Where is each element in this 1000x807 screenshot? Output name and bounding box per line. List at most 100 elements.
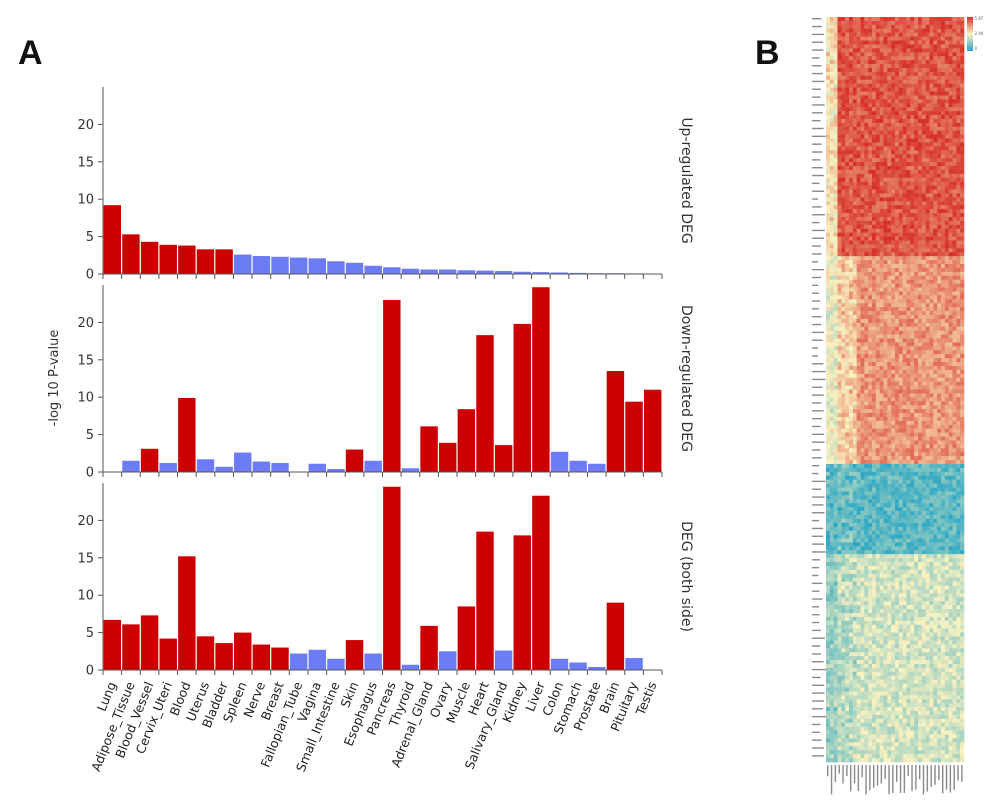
heatmap-cell	[849, 154, 854, 159]
heatmap-cell	[841, 448, 846, 453]
heatmap-cell	[914, 440, 919, 445]
heatmap-cell	[921, 107, 926, 112]
heatmap-cell	[906, 460, 911, 465]
heatmap-cell	[918, 350, 923, 355]
heatmap-cell	[944, 48, 949, 53]
heatmap-cell	[918, 20, 923, 26]
heatmap-cell	[898, 393, 903, 398]
heatmap-cell	[937, 362, 942, 367]
heatmap-cell	[956, 409, 961, 414]
heatmap-cell	[891, 275, 896, 281]
heatmap-cell	[898, 118, 903, 124]
heatmap-cell	[960, 64, 965, 69]
bar	[289, 257, 308, 274]
heatmap-cell	[948, 271, 953, 277]
heatmap-cell	[891, 216, 896, 222]
heatmap-cell	[941, 315, 946, 320]
heatmap-cell	[895, 122, 900, 128]
heatmap-cell	[902, 173, 907, 179]
heatmap-cell	[918, 166, 923, 171]
heatmap-cell	[852, 346, 857, 351]
heatmap-cell	[944, 130, 949, 135]
heatmap-cell	[906, 315, 911, 320]
heatmap-cell	[937, 385, 942, 390]
heatmap-cell	[860, 28, 865, 33]
heatmap-cell	[895, 189, 900, 194]
heatmap-cell	[906, 236, 911, 241]
heatmap-cell	[875, 24, 880, 30]
heatmap-cell	[937, 420, 942, 426]
heatmap-cell	[826, 267, 831, 273]
heatmap-cell	[829, 122, 834, 128]
heatmap-cell	[845, 252, 850, 257]
heatmap-cell	[921, 232, 926, 237]
heatmap-cell	[918, 318, 923, 324]
heatmap-cell	[944, 111, 949, 116]
heatmap-cell	[883, 526, 888, 531]
heatmap-cell	[941, 475, 946, 480]
heatmap-cell	[856, 522, 861, 528]
heatmap-cell	[841, 181, 846, 186]
heatmap-cell	[837, 413, 842, 418]
heatmap-cell	[902, 291, 907, 296]
heatmap-cell	[895, 32, 900, 37]
heatmap-cell	[891, 228, 896, 233]
heatmap-cell	[918, 307, 923, 312]
heatmap-cell	[925, 71, 930, 77]
heatmap-cell	[826, 287, 831, 292]
bar	[401, 268, 420, 274]
heatmap-cell	[875, 522, 880, 528]
heatmap-cell	[952, 318, 957, 324]
heatmap-cell	[891, 267, 896, 273]
heatmap-cell	[837, 385, 842, 390]
heatmap-cell	[921, 256, 926, 261]
heatmap-cell	[921, 334, 926, 339]
heatmap-cell	[956, 271, 961, 277]
heatmap-cell	[921, 154, 926, 159]
heatmap-cell	[929, 169, 934, 175]
heatmap-cell	[872, 358, 877, 363]
heatmap-cell	[856, 52, 861, 57]
heatmap-cell	[914, 216, 919, 222]
heatmap-cell	[944, 464, 949, 469]
heatmap-cell	[944, 334, 949, 339]
heatmap-panel: 5.872.940	[812, 16, 984, 795]
heatmap-cell	[860, 518, 865, 524]
heatmap-cell	[845, 193, 850, 198]
heatmap-cell	[948, 228, 953, 233]
heatmap-cell	[860, 373, 865, 379]
heatmap-cell	[845, 236, 850, 241]
heatmap-cell	[879, 518, 884, 524]
heatmap-cell	[837, 138, 842, 143]
heatmap-cell	[841, 315, 846, 320]
heatmap-cell	[944, 95, 949, 100]
heatmap-cell	[925, 252, 930, 257]
heatmap-cell	[887, 448, 892, 453]
heatmap-cell	[872, 401, 877, 406]
heatmap-cell	[910, 99, 915, 104]
heatmap-cell	[925, 209, 930, 214]
heatmap-cell	[868, 471, 873, 477]
heatmap-cell	[883, 385, 888, 390]
heatmap-cell	[833, 511, 838, 516]
heatmap-cell	[837, 279, 842, 284]
heatmap-cell	[829, 499, 834, 504]
heatmap-cell	[914, 436, 919, 441]
heatmap-cell	[929, 424, 934, 430]
heatmap-cell	[883, 448, 888, 453]
heatmap-cell	[879, 322, 884, 328]
heatmap-cell	[956, 444, 961, 449]
heatmap-cell	[872, 64, 877, 69]
y-axis-label: -log 10 P-value	[47, 330, 62, 427]
heatmap-cell	[952, 103, 957, 108]
heatmap-cell	[933, 291, 938, 296]
heatmap-cell	[933, 448, 938, 453]
heatmap-cell	[875, 99, 880, 104]
heatmap-cell	[887, 530, 892, 535]
heatmap-cell	[845, 495, 850, 500]
heatmap-cell	[833, 275, 838, 281]
heatmap-cell	[845, 311, 850, 316]
heatmap-cell	[860, 56, 865, 61]
heatmap-cell	[875, 362, 880, 367]
heatmap-cell	[925, 52, 930, 57]
